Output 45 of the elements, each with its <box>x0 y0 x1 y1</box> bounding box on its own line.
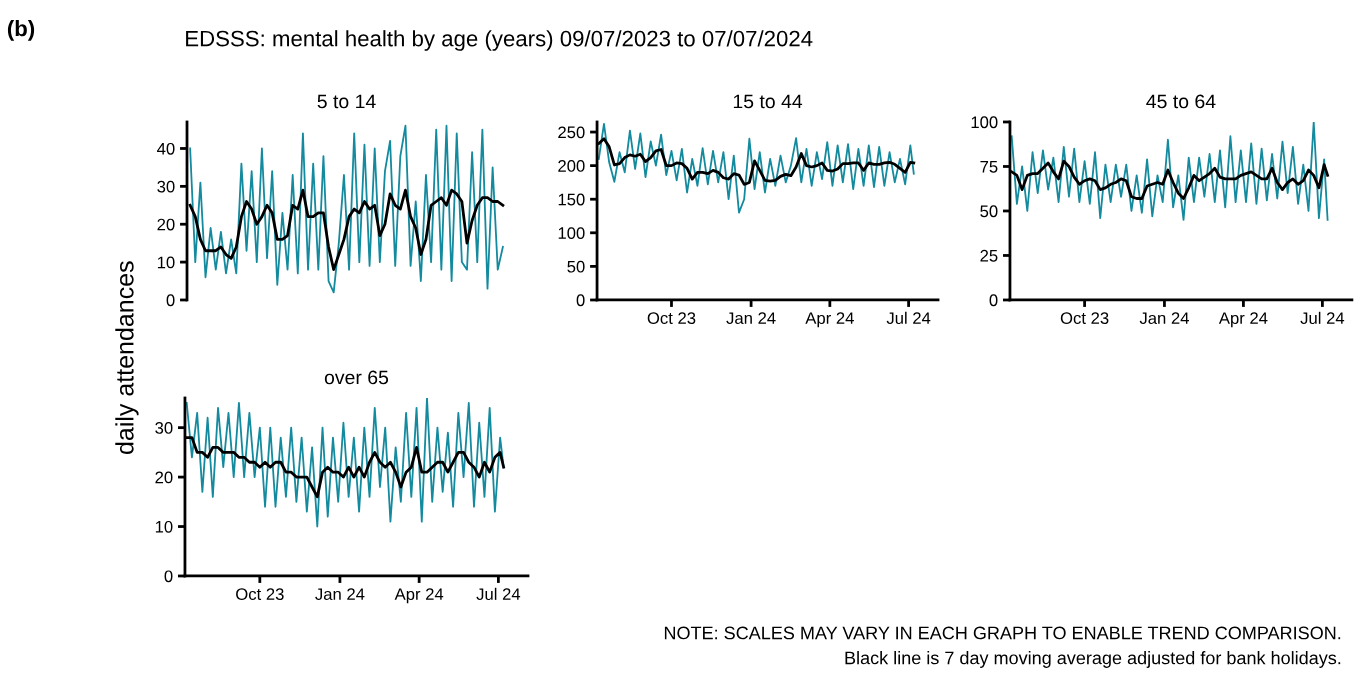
line-series <box>185 397 505 528</box>
x-tick-label: Apr 24 <box>1218 312 1268 328</box>
x-tick-label: Oct 23 <box>236 588 284 601</box>
y-tick-label: 0 <box>576 294 585 307</box>
y-tick-label: 10 <box>157 256 175 269</box>
x-tick-label: Jan 24 <box>315 588 365 601</box>
y-tick-label: 50 <box>567 260 585 273</box>
x-tick-label: Apr 24 <box>394 588 444 604</box>
y-tick-label: 100 <box>558 227 585 239</box>
y-tick-label: 50 <box>980 205 998 218</box>
text: NOTE: SCALES MAY VARY IN EACH GRAPH TO ENABLE TREND COMPARISON. <box>664 626 1341 640</box>
y-tick-label: 30 <box>157 180 175 193</box>
y-tick-label: 10 <box>155 520 173 533</box>
y-tick-label: 20 <box>157 218 175 231</box>
y-tick-label: 40 <box>157 142 175 155</box>
text: EDSSS: mental health by age (years) 09/07/2023 to 07/07/2024 <box>186 30 813 51</box>
line-series <box>597 123 915 214</box>
y-axis-title: daily attendances <box>115 261 139 454</box>
y-tick-label: 200 <box>558 160 585 172</box>
x-tick-label: Jan 24 <box>1139 312 1189 325</box>
text: Black line is 7 day moving average adjusted for bank holidays. <box>845 651 1341 668</box>
x-tick-label: Jul 24 <box>886 311 931 325</box>
line-series <box>189 124 504 294</box>
y-tick-label: 250 <box>558 126 585 139</box>
text: (b) <box>7 20 35 41</box>
chart-title: 5 to 14 <box>317 94 376 109</box>
y-tick-label: 20 <box>155 471 173 484</box>
y-tick-label: 0 <box>164 570 173 583</box>
y-tick-label: 30 <box>155 422 173 434</box>
x-tick-label: Apr 24 <box>805 312 854 328</box>
y-tick-label: 25 <box>980 249 998 262</box>
x-tick-label: Jul 24 <box>476 587 521 601</box>
x-tick-label: Jul 24 <box>1300 311 1345 325</box>
y-tick-label: 0 <box>989 294 998 307</box>
y-tick-label: 0 <box>166 294 175 307</box>
y-tick-label: 100 <box>971 116 998 129</box>
x-tick-label: Oct 23 <box>647 312 696 325</box>
chart-title: over 65 <box>324 370 389 385</box>
y-tick-label: 75 <box>980 161 998 173</box>
y-tick-label: 150 <box>558 193 585 206</box>
x-tick-label: Jan 24 <box>726 312 776 325</box>
chart-title: 45 to 64 <box>1146 94 1216 109</box>
chart-title: 15 to 44 <box>733 94 803 109</box>
x-tick-label: Oct 23 <box>1060 312 1109 325</box>
line-series <box>1010 121 1329 221</box>
